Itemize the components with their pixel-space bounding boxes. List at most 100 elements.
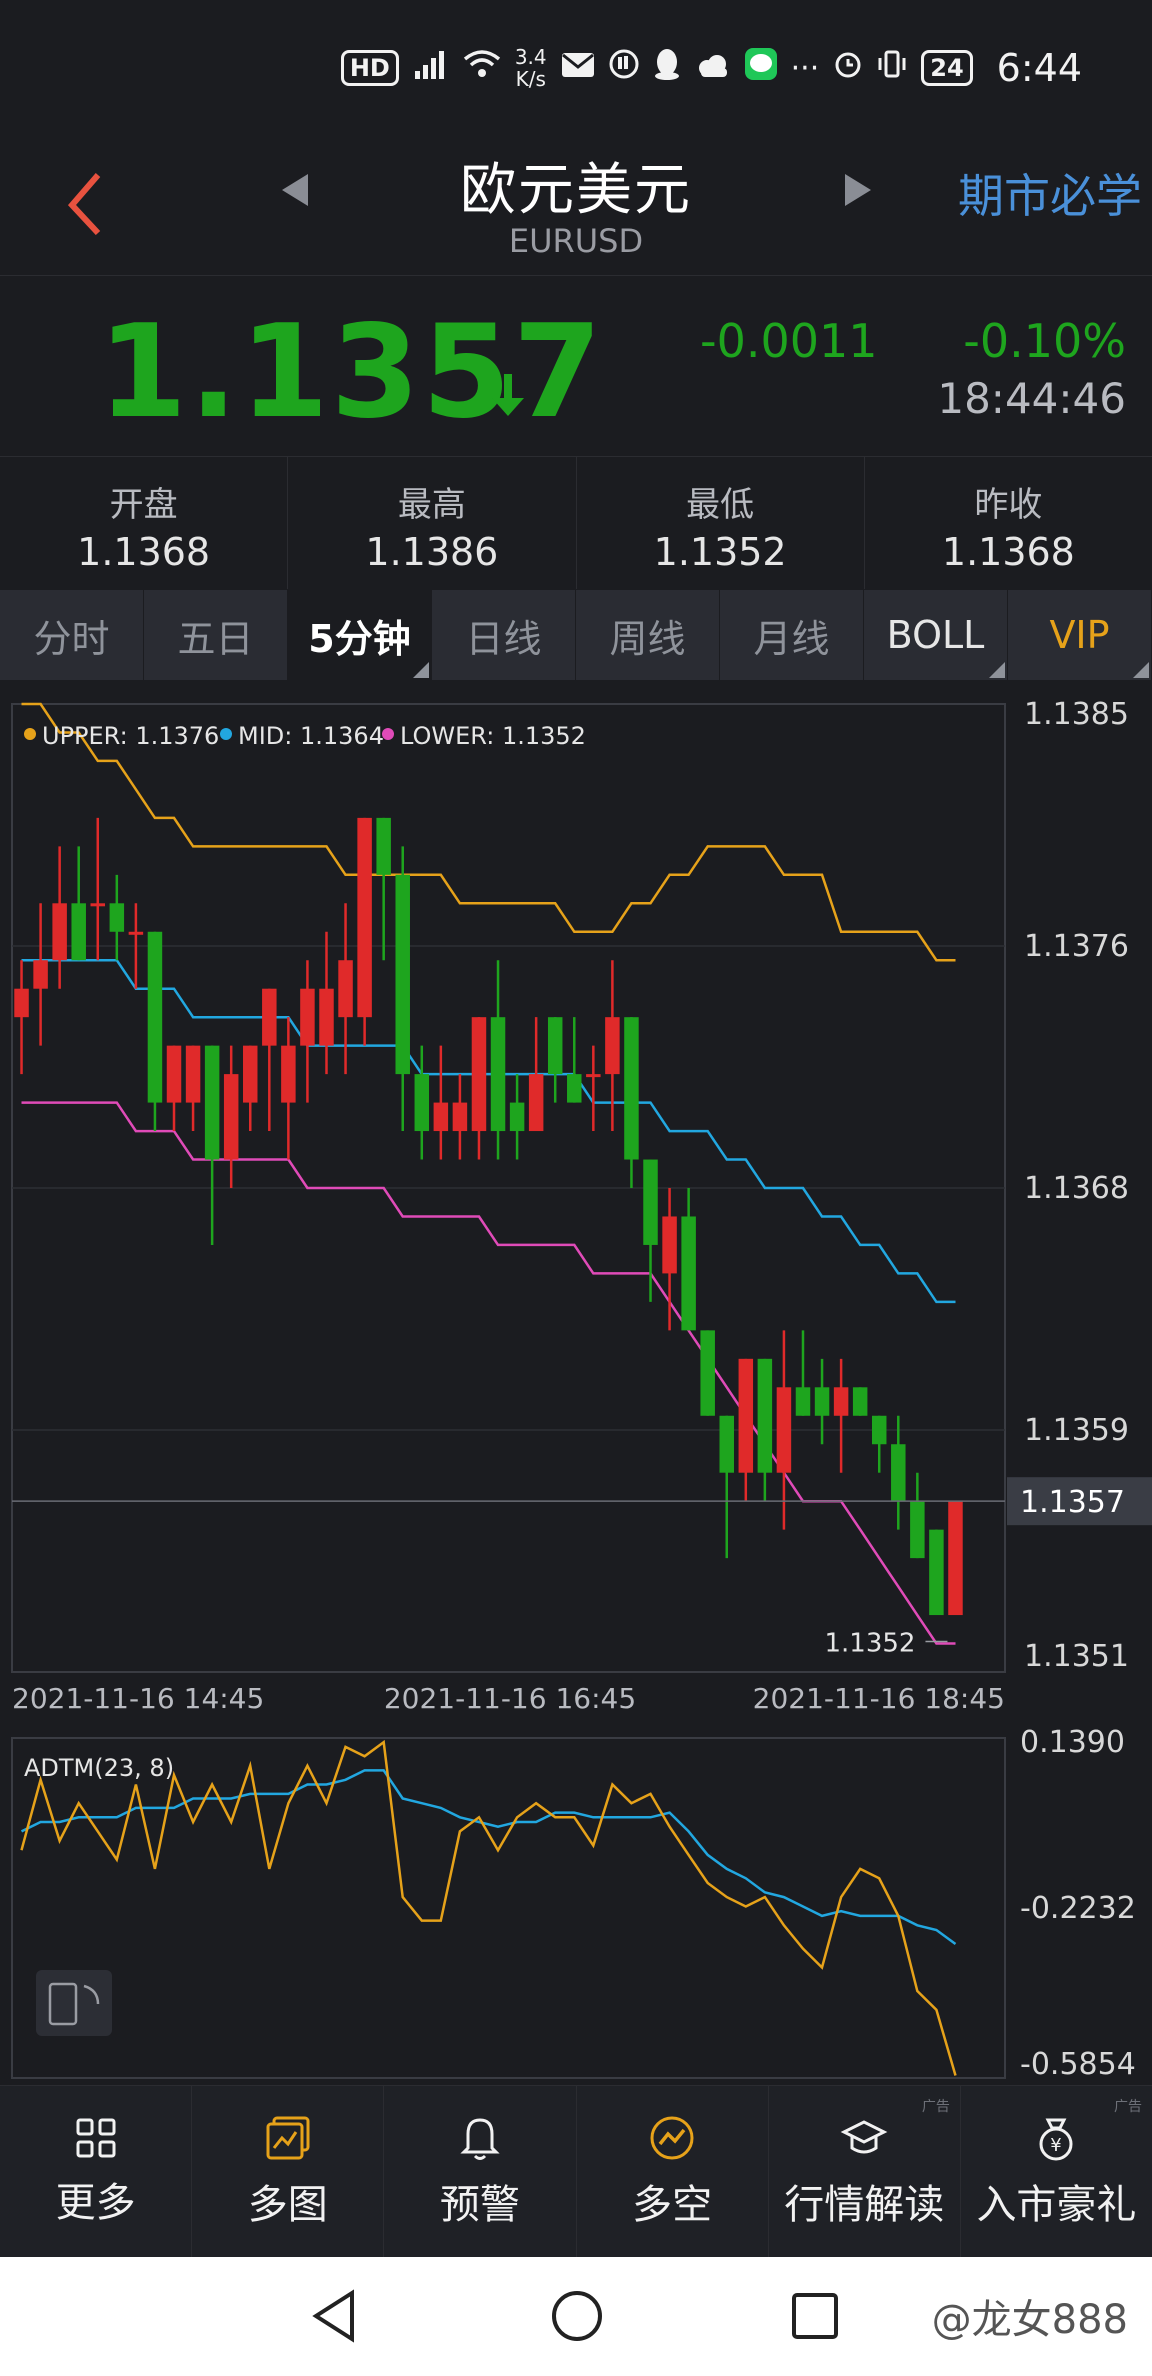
tab-intraday[interactable]: 分时 (0, 590, 144, 680)
period-tabs: 分时 五日 5分钟 日线 周线 月线 BOLL VIP (0, 590, 1152, 680)
boll-lower-line (21, 1101, 956, 1645)
more-button[interactable]: 更多 (0, 2086, 193, 2258)
candle-body (14, 988, 29, 1018)
back-arrow-icon (67, 173, 101, 236)
header: 欧元美元 EURUSD 期市必学 (0, 130, 1152, 276)
futures-learn-link[interactable]: 期市必学 (958, 169, 1142, 223)
status-time: 6:44 (996, 46, 1082, 90)
candle-body (871, 1415, 887, 1445)
candle-body (395, 874, 410, 1075)
wifi-icon (463, 49, 501, 87)
candle-body (109, 903, 125, 932)
x-tick-label: 2021-11-16 14:45 (12, 1682, 264, 1715)
candle-body (833, 1387, 849, 1416)
ohlc-label: 开盘 (109, 485, 178, 525)
candle-body (814, 1387, 830, 1416)
last-price: 1.1357 (98, 298, 604, 447)
adtm-ma-line (20, 1769, 957, 1946)
rotate-screen-button[interactable] (36, 1970, 112, 2036)
legend-lower: LOWER: 1.1352 (400, 722, 586, 750)
candle-body (567, 1074, 582, 1103)
tab-vip[interactable]: VIP (1008, 590, 1152, 680)
tab-five-day[interactable]: 五日 (144, 590, 288, 680)
candle-body (643, 1159, 658, 1245)
svg-text:¥: ¥ (1051, 2135, 1062, 2156)
candle-body (433, 1102, 449, 1132)
tab-5min[interactable]: 5分钟 (288, 590, 432, 680)
ohlc-panel: 开盘 1.1368 最高 1.1386 最低 1.1352 昨收 1.1368 (0, 457, 1152, 589)
symbol-code: EURUSD (508, 222, 644, 260)
back-button[interactable] (58, 165, 118, 236)
alert-button[interactable]: 预警 (384, 2086, 577, 2258)
status-bar: HD 3.4 K/s ··· 24 6:44 (0, 0, 1152, 130)
candle-body (185, 1045, 201, 1103)
candle-body (147, 931, 163, 1103)
multi-chart-button[interactable]: 多图 (192, 2086, 385, 2258)
legend-upper: UPPER: 1.1376 (42, 722, 219, 750)
system-nav-bar: @龙女888 (0, 2257, 1152, 2376)
legend-dot-mid (220, 728, 232, 740)
adtm-title: ADTM(23, 8) (24, 1754, 174, 1782)
ohlc-value: 1.1368 (77, 530, 211, 574)
candle-body (90, 903, 106, 907)
last-price-tag-text: 1.1357 (1020, 1485, 1125, 1520)
bottom-toolbar: 更多 多图 预警 多空 广告 行情解读 广告 ¥ 入市豪礼 (0, 2085, 1152, 2258)
ohlc-prev-close: 昨收 1.1368 (865, 457, 1152, 589)
tab-weekly[interactable]: 周线 (576, 590, 720, 680)
adtm-y-tick-label: -0.2232 (1020, 1891, 1136, 1926)
last-price-tag (1007, 1477, 1152, 1526)
gift-button[interactable]: 广告 ¥ 入市豪礼 (961, 2086, 1152, 2258)
signal-icon (413, 49, 449, 87)
boll-upper-line (21, 702, 956, 962)
line-app-icon (744, 48, 777, 88)
nav-recents-button[interactable] (790, 2291, 840, 2341)
candle-body (624, 1017, 639, 1160)
candle-body (757, 1358, 773, 1473)
min-price-label: 1.1352 (824, 1629, 915, 1659)
candle-body (204, 1045, 220, 1160)
candle-body (681, 1216, 696, 1331)
rotate-screen-icon (48, 1982, 78, 2026)
next-symbol-button[interactable] (845, 174, 871, 206)
candle-body (357, 817, 372, 1018)
adtm-y-tick-label: 0.1390 (1020, 1725, 1125, 1760)
chart-area[interactable]: 1.1385 1.1376 1.1368 1.1359 1.1351 1.1357 1.13… (0, 690, 1152, 2085)
candle-body (700, 1330, 715, 1416)
candle-body (929, 1529, 944, 1616)
nav-back-button[interactable] (310, 2289, 360, 2343)
nav-home-button[interactable] (550, 2289, 604, 2343)
ohlc-label: 最低 (686, 485, 755, 525)
long-short-button[interactable]: 多空 (577, 2086, 769, 2258)
hd-badge: HD (340, 50, 399, 86)
candle-body (319, 988, 334, 1046)
candle-body (71, 903, 86, 961)
ad-label: 广告 (921, 2099, 950, 2115)
candle-body (262, 988, 277, 1046)
more-icon: ··· (790, 50, 820, 86)
down-arrow-icon (492, 374, 524, 416)
tab-daily[interactable]: 日线 (432, 590, 576, 680)
toolbar-label: 更多 (55, 2180, 136, 2226)
kline-chart-svg[interactable]: 1.1385 1.1376 1.1368 1.1359 1.1351 1.1357 1.13… (0, 690, 1152, 2085)
network-speed: 3.4 K/s (514, 45, 547, 91)
candle-body (528, 1074, 544, 1132)
candle-body (281, 1045, 296, 1103)
qq-icon (653, 48, 681, 88)
adtm-y-tick-label: -0.5854 (1020, 2047, 1136, 2082)
y-tick-label: 1.1351 (1024, 1639, 1129, 1674)
boll-mid-line (21, 958, 956, 1304)
tab-boll[interactable]: BOLL (864, 590, 1008, 680)
hand-icon (609, 49, 639, 87)
x-tick-label: 2021-11-16 18:45 (753, 1682, 1005, 1715)
candle-body (910, 1501, 925, 1559)
rotate-arrow-icon (83, 1984, 100, 2005)
candle-body (300, 988, 315, 1046)
tab-monthly[interactable]: 月线 (720, 590, 864, 680)
toolbar-label: 行情解读 (784, 2182, 945, 2228)
market-insight-button[interactable]: 广告 行情解读 (769, 2086, 961, 2258)
y-tick-label: 1.1368 (1024, 1171, 1129, 1206)
prev-symbol-button[interactable] (282, 174, 308, 206)
ohlc-value: 1.1386 (365, 530, 499, 574)
watermark: @龙女888 (931, 2297, 1128, 2343)
toolbar-label: 预警 (439, 2182, 520, 2228)
